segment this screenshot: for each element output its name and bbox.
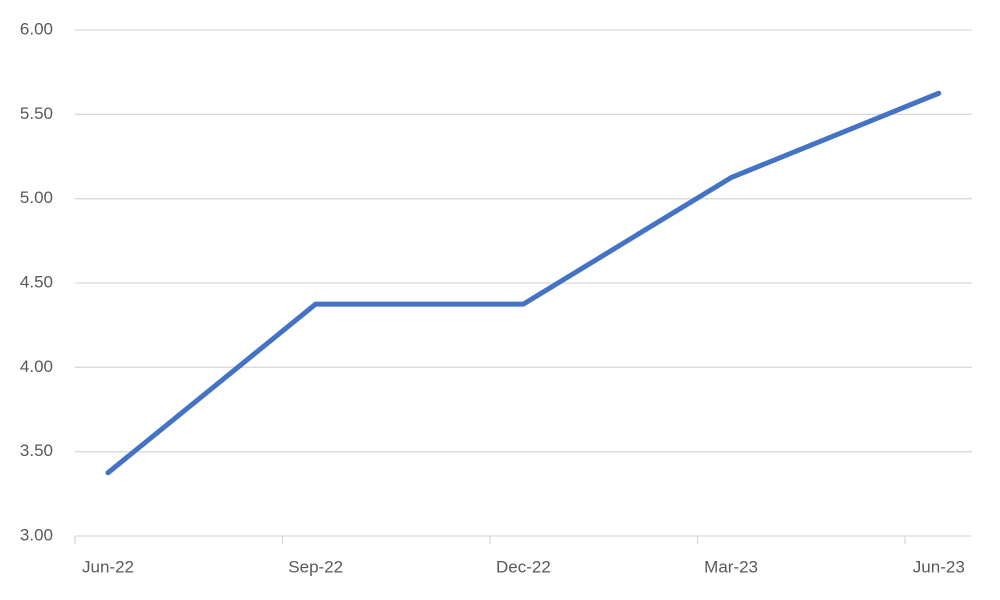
- y-tick-label: 5.00: [20, 188, 53, 207]
- x-tick-label: Mar-23: [704, 557, 758, 576]
- y-tick-label: 3.50: [20, 441, 53, 460]
- x-tick-label: Jun-23: [913, 557, 965, 576]
- y-tick-label: 4.50: [20, 272, 53, 291]
- x-tick-label: Jun-22: [82, 557, 134, 576]
- data-line: [105, 90, 942, 476]
- y-tick-label: 3.00: [20, 525, 53, 544]
- y-tick-label: 5.50: [20, 104, 53, 123]
- x-tick-label: Dec-22: [496, 557, 551, 576]
- y-tick-label: 6.00: [20, 19, 53, 38]
- y-tick-label: 4.00: [20, 357, 53, 376]
- x-tick-label: Sep-22: [288, 557, 343, 576]
